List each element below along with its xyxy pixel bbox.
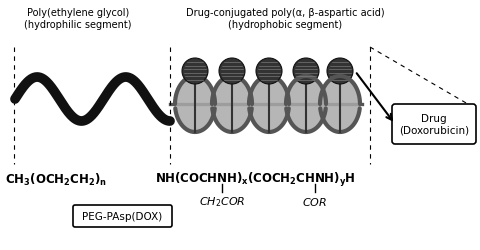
Text: $\mathbf{NH(COCHNH)_x(COCH_2CHNH)_yH}$: $\mathbf{NH(COCHNH)_x(COCH_2CHNH)_yH}$	[155, 170, 356, 188]
Polygon shape	[175, 77, 215, 132]
Polygon shape	[249, 77, 289, 132]
Circle shape	[256, 59, 282, 85]
FancyBboxPatch shape	[392, 104, 476, 144]
Circle shape	[293, 59, 319, 85]
Circle shape	[219, 59, 245, 85]
FancyBboxPatch shape	[73, 205, 172, 227]
Text: $\mathit{COR}$: $\mathit{COR}$	[302, 195, 327, 207]
Circle shape	[327, 59, 353, 85]
Text: $\mathbf{CH_3(OCH_2CH_2)_n}$: $\mathbf{CH_3(OCH_2CH_2)_n}$	[5, 171, 107, 187]
Text: Poly(ethylene glycol)
(hydrophilic segment): Poly(ethylene glycol) (hydrophilic segme…	[24, 8, 132, 30]
Text: PEG-PAsp(DOX): PEG-PAsp(DOX)	[82, 211, 162, 221]
Circle shape	[182, 59, 208, 85]
Polygon shape	[320, 77, 360, 132]
Polygon shape	[286, 77, 326, 132]
Text: $\mathit{CH_2COR}$: $\mathit{CH_2COR}$	[199, 194, 245, 208]
Polygon shape	[212, 77, 252, 132]
Text: Drug-conjugated poly(α, β-aspartic acid)
(hydrophobic segment): Drug-conjugated poly(α, β-aspartic acid)…	[186, 8, 384, 30]
Text: Drug
(Doxorubicin): Drug (Doxorubicin)	[399, 114, 469, 135]
